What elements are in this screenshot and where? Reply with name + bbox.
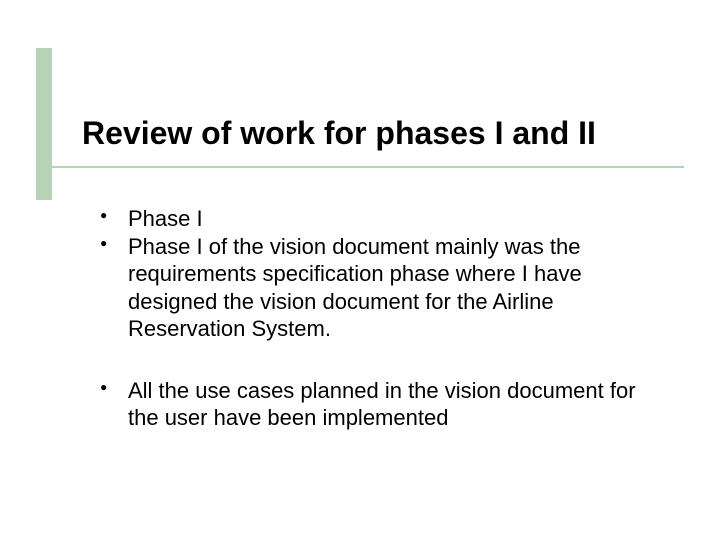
bullet-item: Phase I of the vision document mainly wa… [100,233,670,343]
body-area: Phase IPhase I of the vision document ma… [100,205,670,432]
slide: Review of work for phases I and II Phase… [0,0,720,540]
slide-title: Review of work for phases I and II [82,115,682,152]
bullet-item: All the use cases planned in the vision … [100,377,670,432]
bullet-list: Phase IPhase I of the vision document ma… [100,205,670,432]
accent-block [36,48,52,200]
title-underline [36,166,684,168]
bullet-item: Phase I [100,205,670,233]
bullet-group-gap [100,343,670,377]
